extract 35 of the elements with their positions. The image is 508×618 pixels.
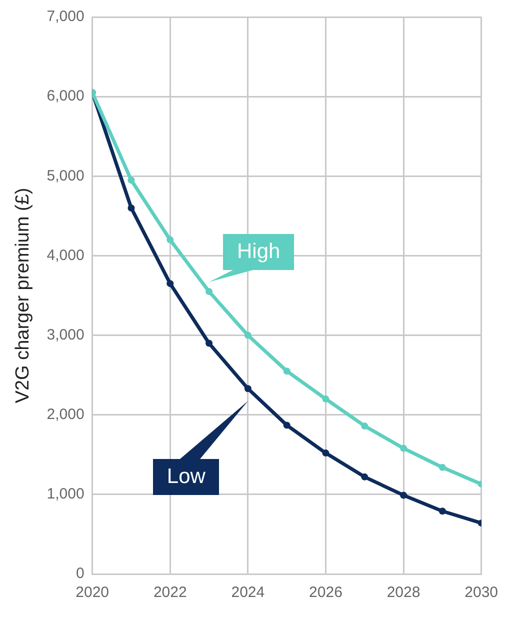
point [438,464,446,471]
point [400,444,408,452]
y-tick-label: 1,000 [46,486,84,503]
point [283,422,290,429]
x-tick-label: 2024 [231,584,265,602]
point [322,450,330,457]
point [283,368,290,375]
point [244,332,252,339]
x-tick-label: 2030 [464,584,498,602]
x-tick-label: 2028 [386,584,420,602]
x-tick-label: 2022 [153,584,187,602]
point [206,288,213,296]
point [166,280,174,288]
y-tick-label: 4,000 [46,246,84,264]
point [166,236,174,244]
y-tick-label: 7,000 [46,8,84,26]
point [438,508,446,515]
y-tick-label: 0 [76,565,84,582]
y-tick-label: 6,000 [46,88,84,105]
y-tick-label: 2,000 [46,406,84,423]
point [400,492,408,499]
point [128,176,135,184]
point [244,385,252,392]
point [206,340,213,347]
point [361,473,368,480]
series-label: High [223,234,294,270]
x-tick-label: 2026 [309,584,342,602]
point [128,204,135,212]
x-tick-label: 2020 [76,584,110,602]
y-axis-title: V2G charger premium (£) [12,188,34,404]
text: Low [152,458,220,495]
y-tick-label: 3,000 [46,326,84,344]
point [361,422,368,430]
y-tick-label: 5,000 [46,167,84,184]
point [322,395,330,402]
